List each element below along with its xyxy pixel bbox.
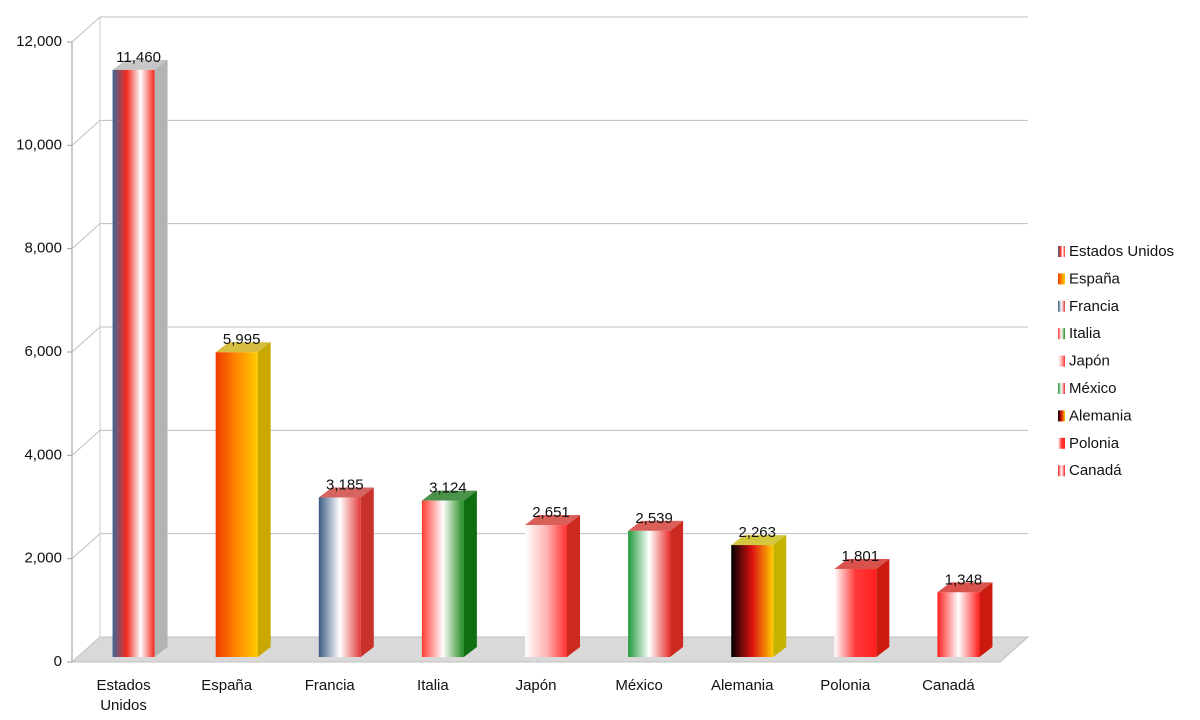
- value-label: 1,348: [945, 571, 983, 588]
- legend-label: Francia: [1069, 298, 1120, 315]
- bar-side: [360, 487, 374, 657]
- legend-marker: [1058, 328, 1065, 340]
- value-label: 11,460: [116, 49, 161, 66]
- legend-marker: [1058, 465, 1065, 477]
- bar: [112, 69, 155, 657]
- value-label: 2,651: [532, 504, 570, 521]
- bar-side: [876, 558, 890, 657]
- y-tick-label: 6,000: [24, 343, 62, 360]
- x-tick-label: Italia: [417, 677, 449, 694]
- legend-marker: [1058, 355, 1065, 367]
- grid-line: [71, 533, 1028, 560]
- x-tick-label: Estados Unidos: [96, 677, 150, 714]
- y-tick-label: 4,000: [24, 446, 62, 463]
- bar-top: [525, 515, 580, 526]
- legend-label: Alemania: [1069, 407, 1132, 424]
- bar: [525, 525, 567, 657]
- bar-side: [773, 535, 787, 657]
- bar-top: [421, 490, 477, 501]
- bar-top: [937, 582, 993, 593]
- legend-marker: [1058, 410, 1065, 422]
- bar-side: [567, 515, 580, 657]
- x-tick-label: México: [615, 677, 663, 694]
- y-tick-label: 12,000: [16, 33, 62, 50]
- bar-top: [215, 342, 271, 353]
- value-label: 3,124: [429, 480, 467, 497]
- bar: [937, 592, 980, 657]
- bar-side: [979, 582, 993, 657]
- x-tick-label: Alemania: [711, 677, 774, 694]
- x-tick-label: España: [201, 677, 253, 694]
- bar-top: [628, 520, 684, 531]
- bar-top: [112, 59, 168, 70]
- y-tick-label: 8,000: [24, 240, 62, 257]
- bar: [834, 568, 877, 657]
- legend-label: Canadá: [1069, 462, 1122, 479]
- bar: [215, 352, 258, 657]
- x-tick-label: Polonia: [820, 677, 871, 694]
- grid-line: [71, 119, 1028, 146]
- value-label: 2,263: [738, 524, 776, 541]
- legend-label: Japón: [1069, 353, 1110, 370]
- value-label: 2,539: [635, 510, 673, 527]
- bar-side: [257, 342, 271, 657]
- legend-label: Estados Unidos: [1069, 243, 1174, 260]
- legend-marker: [1058, 300, 1065, 312]
- bar-top: [834, 558, 890, 569]
- x-tick-label: Japón: [516, 677, 557, 694]
- bar-side: [670, 520, 684, 657]
- x-tick-label: Canadá: [922, 677, 975, 694]
- bar-side: [463, 490, 477, 657]
- bar: [628, 530, 671, 657]
- y-tick-label: 0: [54, 653, 62, 670]
- grid-line: [71, 223, 1028, 250]
- value-label: 5,995: [223, 331, 261, 348]
- y-tick-label: 10,000: [16, 136, 62, 153]
- bar-top: [318, 487, 374, 498]
- bar: [421, 500, 464, 657]
- bar: [318, 497, 361, 657]
- y-tick-label: 2,000: [24, 550, 62, 567]
- grid-line: [71, 429, 1028, 456]
- legend-label: España: [1069, 270, 1121, 287]
- grid-line: [71, 16, 1028, 43]
- bar: [731, 545, 774, 657]
- legend-label: México: [1069, 380, 1117, 397]
- legend-marker: [1058, 437, 1065, 449]
- bar-top: [731, 535, 787, 546]
- legend-label: Italia: [1069, 325, 1101, 342]
- legend-label: Polonia: [1069, 435, 1120, 452]
- value-label: 1,801: [842, 548, 880, 565]
- legend-marker: [1058, 273, 1065, 285]
- legend-marker: [1058, 246, 1065, 257]
- x-tick-label: Francia: [305, 677, 356, 694]
- bar-side: [154, 59, 168, 657]
- legend-marker: [1058, 383, 1065, 394]
- grid-line: [71, 326, 1028, 353]
- value-label: 3,185: [326, 476, 364, 493]
